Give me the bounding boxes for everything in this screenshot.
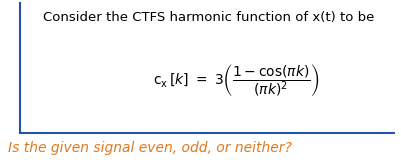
Text: Is the given signal even, odd, or neither?: Is the given signal even, odd, or neithe… (8, 141, 291, 155)
Text: $\mathrm{c_x}\,[k] \ = \ 3\left(\dfrac{1-\cos(\pi k)}{(\pi k)^2}\right)$: $\mathrm{c_x}\,[k] \ = \ 3\left(\dfrac{1… (152, 62, 319, 98)
Text: Consider the CTFS harmonic function of x(t) to be: Consider the CTFS harmonic function of x… (43, 11, 374, 24)
